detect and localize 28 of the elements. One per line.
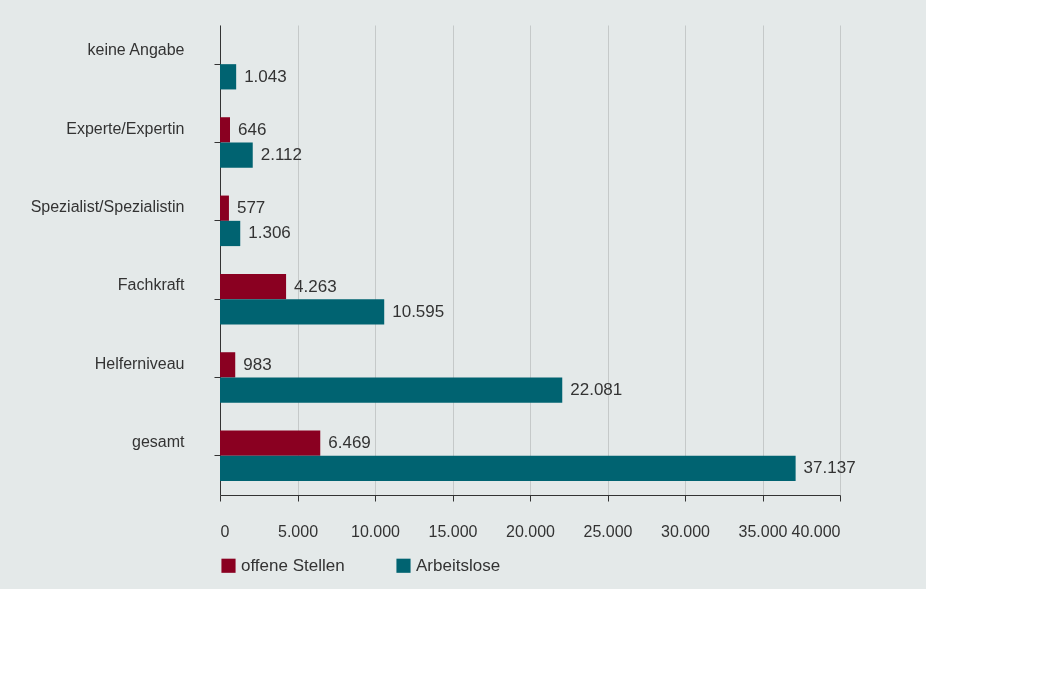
y-tick-label: Fachkraft — [117, 276, 186, 294]
x-tick-label: 5.000 — [277, 522, 319, 540]
data-label: 22.081 — [570, 380, 623, 400]
x-tick-label: 35.000 — [738, 522, 788, 540]
y-tick-label: Helferniveau — [94, 354, 185, 372]
y-tick-label: Experte/Expertin — [66, 119, 185, 137]
data-label: 577 — [236, 198, 266, 218]
data-label: 1.306 — [248, 223, 291, 243]
x-tick-label: 40.000 — [791, 522, 841, 540]
y-tick-label: keine Angabe — [87, 41, 185, 59]
x-tick-label: 20.000 — [506, 522, 556, 540]
data-label: 646 — [238, 119, 267, 139]
data-label: 10.595 — [392, 301, 445, 321]
y-tick-label: gesamt — [132, 432, 186, 450]
data-label: 983 — [243, 354, 272, 374]
x-tick-label: 30.000 — [661, 522, 711, 540]
data-label: 4.263 — [294, 276, 337, 296]
legend-label: offene Stellen — [241, 555, 345, 575]
y-tick-label: Spezialist/Spezialistin — [30, 197, 185, 215]
x-tick-label: 10.000 — [351, 522, 401, 540]
legend-label: Arbeitslose — [416, 555, 501, 575]
x-tick-label: 0 — [220, 522, 230, 540]
data-label: 37.137 — [803, 458, 856, 478]
x-tick-label: 25.000 — [583, 522, 633, 540]
data-label: 1.043 — [244, 66, 287, 86]
data-label: 6.469 — [328, 433, 371, 453]
data-label: 2.112 — [260, 145, 303, 165]
x-tick-label: 15.000 — [428, 522, 478, 540]
